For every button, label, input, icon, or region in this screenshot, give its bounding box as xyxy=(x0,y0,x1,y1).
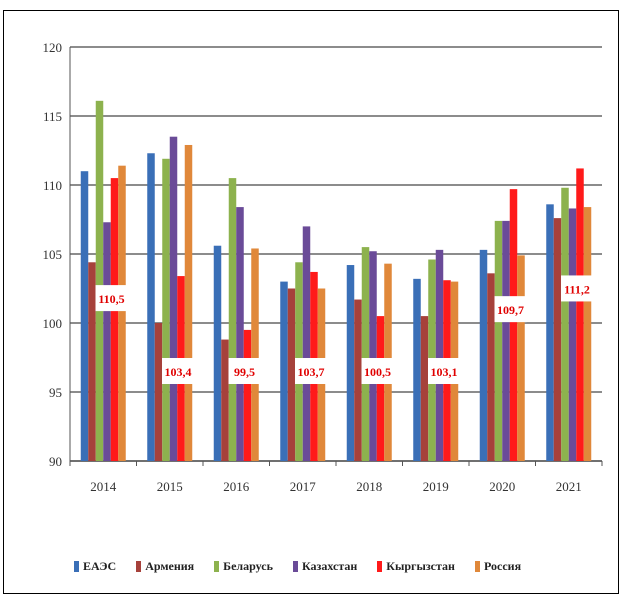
data-label-box xyxy=(428,358,460,384)
bar xyxy=(251,248,259,461)
bar xyxy=(583,207,592,461)
data-label-box xyxy=(494,296,527,323)
legend-item: Армения xyxy=(136,559,194,574)
data-label-box xyxy=(95,285,128,312)
bar xyxy=(110,178,119,461)
data-label: 100,5 xyxy=(364,365,391,379)
bar xyxy=(576,168,584,461)
x-tick-label: 2014 xyxy=(90,479,117,494)
chart-plot: 90 95 100 105 110 115 120 2014 2015 2016 2017 2018 2… xyxy=(43,40,603,494)
y-tick-label: 120 xyxy=(43,40,63,55)
legend-item: Казахстан xyxy=(292,559,358,574)
bar xyxy=(95,100,104,461)
bar xyxy=(118,165,126,461)
data-label: 110,5 xyxy=(98,292,124,306)
chart-frame: 90 95 100 105 110 115 120 2014 2015 2016 2017 2018 2… xyxy=(3,10,619,594)
bar xyxy=(228,178,237,461)
bar xyxy=(154,323,163,461)
x-tick-label: 2020 xyxy=(489,479,515,494)
data-label: 103,4 xyxy=(165,365,192,379)
legend-item: Россия xyxy=(474,559,522,574)
data-label-box xyxy=(361,358,394,384)
legend-item: Беларусь xyxy=(214,559,273,574)
bar xyxy=(561,187,569,461)
bar xyxy=(517,255,525,461)
y-tick-label: 100 xyxy=(43,316,63,331)
bar xyxy=(184,144,193,462)
bar xyxy=(243,329,252,461)
data-label: 109,7 xyxy=(497,303,524,317)
bar xyxy=(502,220,510,461)
legend-item: ЕАЭС xyxy=(74,559,116,574)
bar xyxy=(221,339,229,461)
bar xyxy=(413,278,421,461)
x-tick-label: 2017 xyxy=(290,479,317,494)
x-tick-label: 2019 xyxy=(423,479,449,494)
bar xyxy=(103,222,111,461)
bar xyxy=(346,265,355,461)
legend-label: Россия xyxy=(483,559,522,573)
bar xyxy=(479,249,488,461)
x-tick-label: 2018 xyxy=(356,479,382,494)
legend-label: Армения xyxy=(145,559,195,573)
x-tick-label: 2015 xyxy=(157,479,183,494)
bar xyxy=(280,281,288,461)
bar xyxy=(213,245,222,461)
legend-label: Беларусь xyxy=(223,559,273,573)
legend: ЕАЭС Армения Беларусь Казахстан Кыргызстан Ро… xyxy=(74,559,521,574)
data-label: 111,2 xyxy=(564,282,590,296)
data-label-box xyxy=(561,275,593,302)
y-tick-label: 90 xyxy=(49,454,62,469)
data-label-box xyxy=(295,358,327,384)
legend-swatch xyxy=(474,561,480,572)
legend-swatch xyxy=(74,561,79,572)
bar xyxy=(568,208,577,461)
legend-swatch xyxy=(136,561,142,572)
legend-label: ЕАЭС xyxy=(83,559,117,573)
y-tick-label: 105 xyxy=(43,247,63,262)
legend-item: Кыргызстан xyxy=(377,559,455,574)
bar xyxy=(369,251,377,461)
bar xyxy=(302,226,311,461)
bar xyxy=(420,316,429,461)
data-label: 103,1 xyxy=(431,365,458,379)
legend-swatch xyxy=(214,561,220,572)
bar xyxy=(287,288,296,461)
bar xyxy=(509,189,518,461)
legend-swatch xyxy=(292,561,298,572)
data-label: 99,5 xyxy=(234,365,255,379)
bar xyxy=(487,273,495,461)
bar xyxy=(376,316,385,461)
y-tick-label: 110 xyxy=(43,178,62,193)
bar xyxy=(354,299,362,461)
data-label-box xyxy=(228,358,261,384)
bar xyxy=(162,158,170,461)
x-tick-label: 2021 xyxy=(556,479,582,494)
legend-label: Кыргызстан xyxy=(386,559,455,573)
bar xyxy=(80,171,89,461)
bar xyxy=(169,136,178,461)
x-tick-label: 2016 xyxy=(223,479,250,494)
bar xyxy=(553,218,562,461)
bar xyxy=(435,249,444,461)
legend-label: Казахстан xyxy=(301,559,358,573)
data-label: 103,7 xyxy=(298,365,325,379)
legend-swatch xyxy=(377,561,383,572)
y-tick-label: 95 xyxy=(49,385,62,400)
y-tick-label: 115 xyxy=(43,109,62,124)
bar xyxy=(546,204,554,461)
bar xyxy=(88,262,96,461)
bar xyxy=(236,207,244,461)
bar xyxy=(147,153,155,461)
bar xyxy=(494,220,503,461)
bar xyxy=(361,247,370,461)
data-label-box xyxy=(162,358,194,384)
